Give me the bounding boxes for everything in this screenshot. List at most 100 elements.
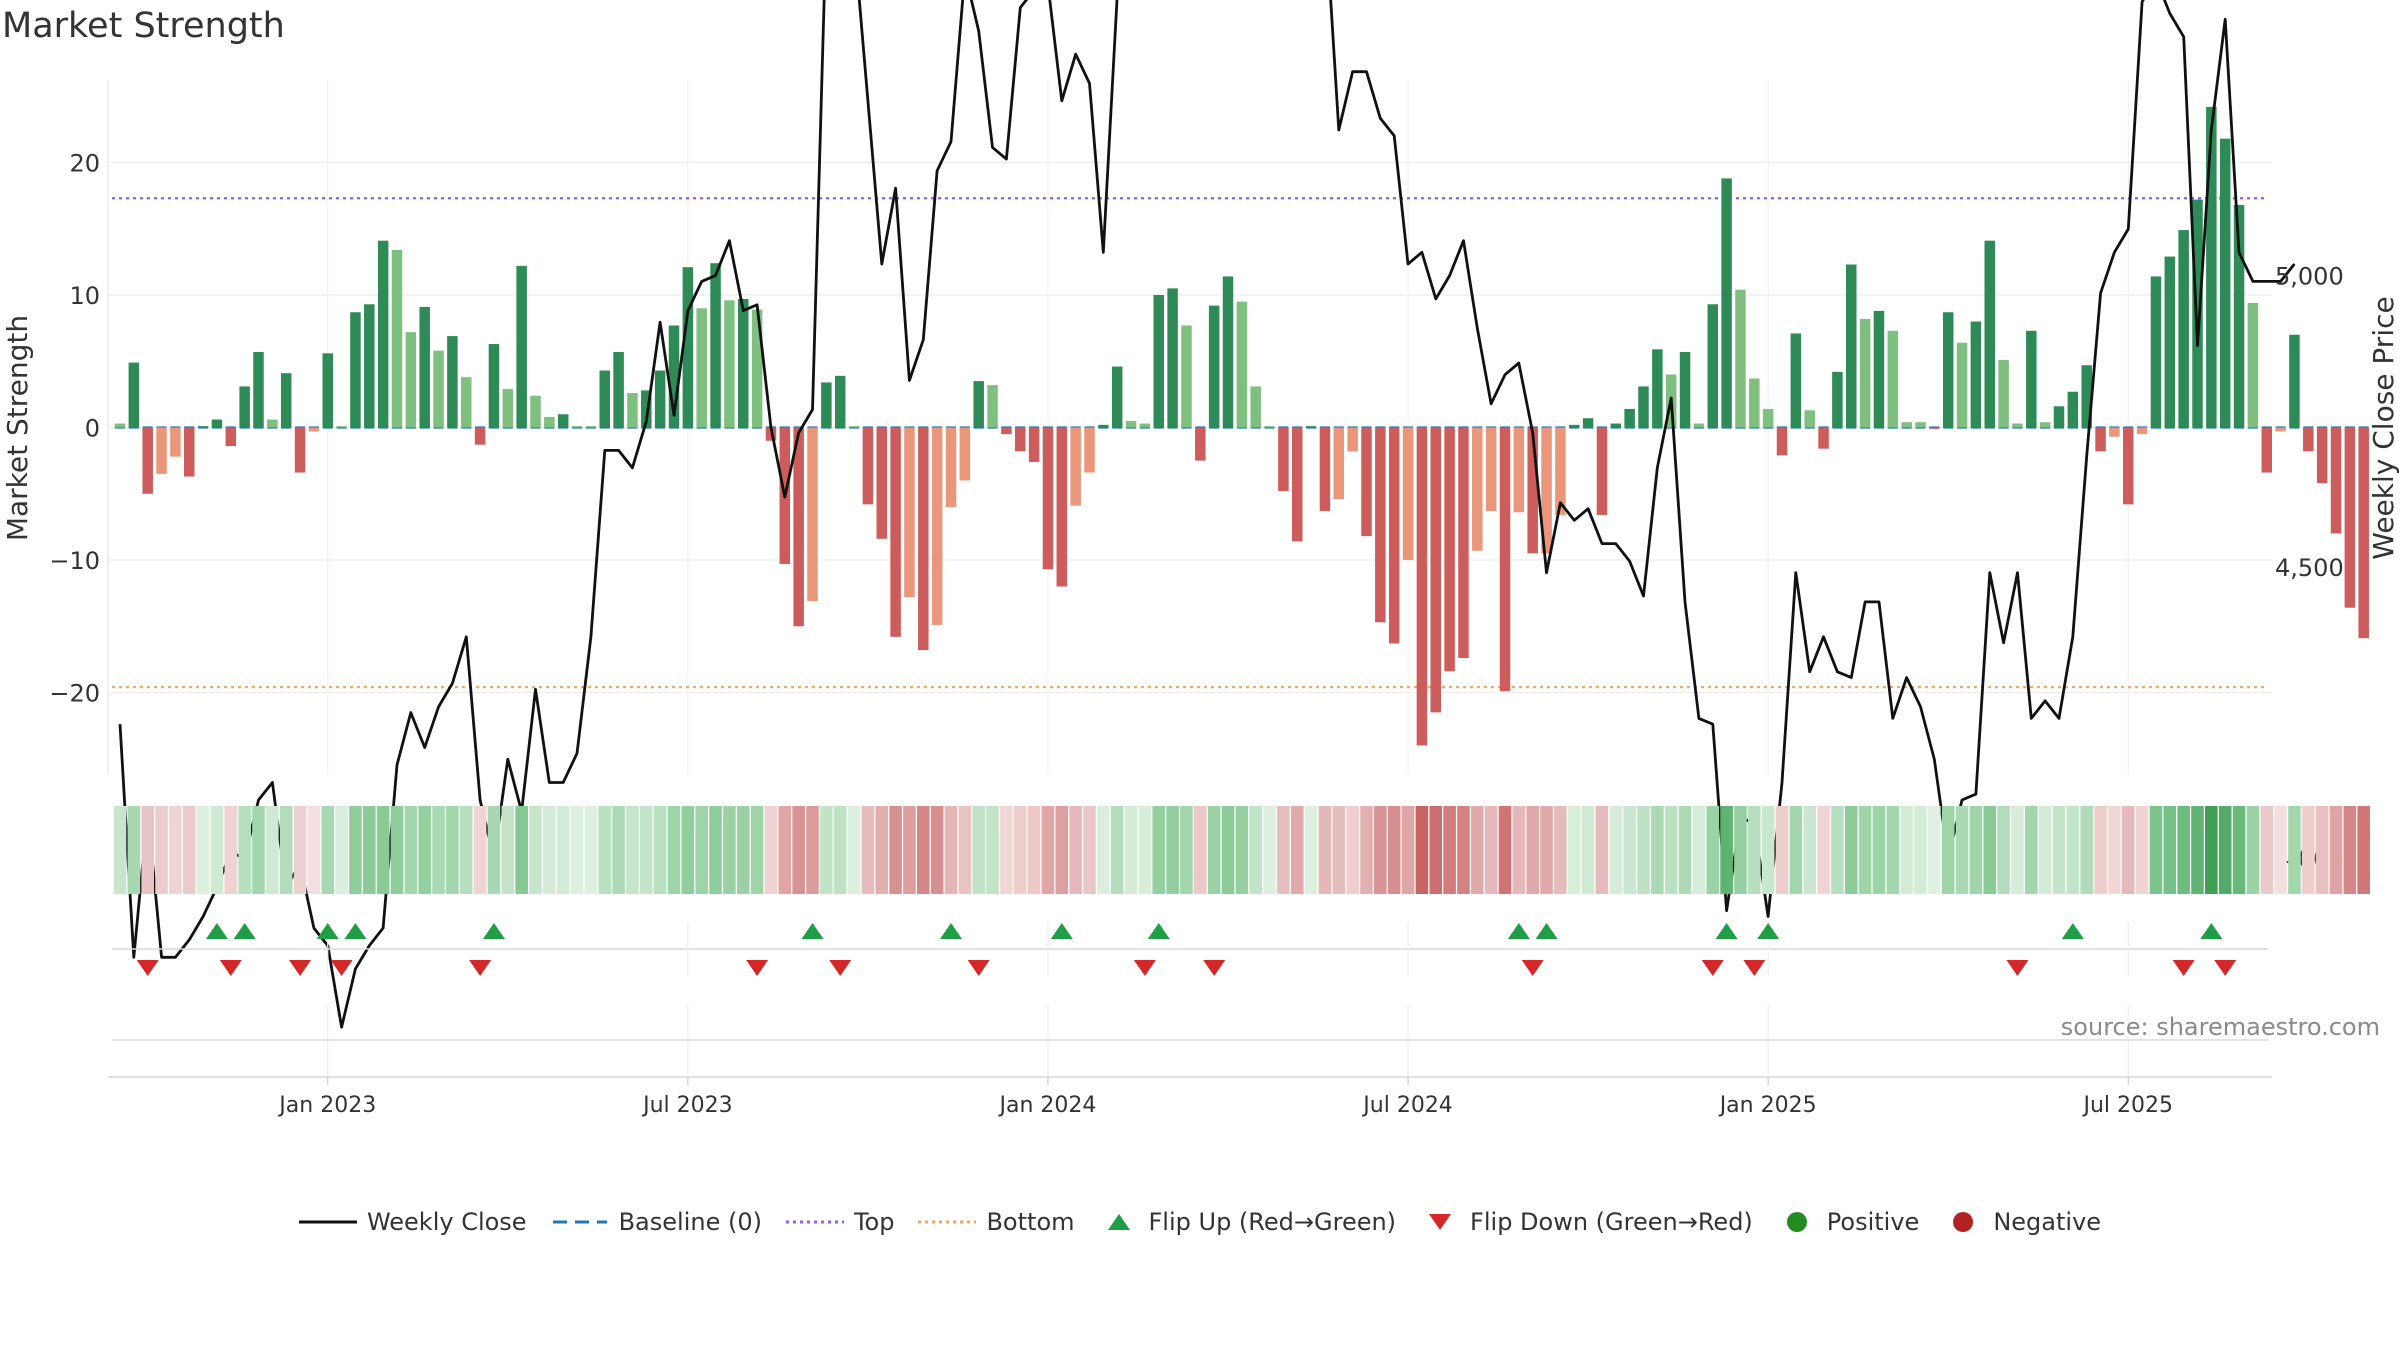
strength-bar xyxy=(1818,427,1829,449)
strength-bar xyxy=(1610,423,1622,428)
strength-bar xyxy=(239,386,250,428)
heat-cell xyxy=(875,806,889,894)
heat-cell xyxy=(1831,806,1844,894)
strength-bar xyxy=(253,351,264,428)
heat-cell xyxy=(1457,806,1470,894)
heat-cell xyxy=(612,806,625,894)
strength-bar xyxy=(710,263,721,428)
strength-bar xyxy=(433,350,444,428)
strength-bar xyxy=(1901,422,1912,428)
heat-cell xyxy=(1941,806,1955,894)
heat-cell xyxy=(1651,806,1664,894)
heat-cell xyxy=(736,806,750,894)
strength-bar xyxy=(1305,426,1317,428)
heat-cell xyxy=(1914,806,1927,894)
heat-cell xyxy=(501,806,515,894)
strength-bar xyxy=(377,240,389,428)
strength-bar xyxy=(724,300,735,428)
heat-cell xyxy=(1789,806,1803,894)
heat-cell xyxy=(487,806,501,894)
heat-cell xyxy=(889,806,902,894)
flip-up-marker xyxy=(482,923,505,939)
heat-cell xyxy=(1581,806,1595,894)
heat-cell xyxy=(155,806,168,894)
heat-cell xyxy=(252,806,265,894)
strength-bars xyxy=(114,106,2369,746)
heat-cell xyxy=(1055,806,1069,894)
y-left-tick-label: 20 xyxy=(69,150,100,178)
flip-markers xyxy=(112,922,2268,976)
heat-cell xyxy=(363,806,376,894)
heat-cell xyxy=(1124,806,1138,894)
heat-cell xyxy=(750,806,764,894)
heat-cell xyxy=(2246,806,2260,894)
heat-cell xyxy=(2205,806,2218,894)
strength-bar xyxy=(1222,276,1234,428)
heat-cell xyxy=(833,806,847,894)
strength-bar xyxy=(793,427,804,627)
heat-cell xyxy=(1249,806,1262,894)
heat-cell xyxy=(1983,806,1997,894)
heat-cell xyxy=(903,806,916,894)
heat-cell xyxy=(2066,806,2080,894)
strength-bar xyxy=(1402,427,1414,560)
heat-cell xyxy=(598,806,612,894)
flip-down-marker xyxy=(219,960,242,976)
heat-cell xyxy=(141,806,154,894)
strength-bar xyxy=(447,336,458,428)
strength-bar xyxy=(918,427,929,651)
strength-bar xyxy=(1749,378,1760,428)
strength-bar xyxy=(1887,330,1899,428)
strength-bar xyxy=(1375,427,1386,623)
heat-cell xyxy=(1429,806,1443,894)
flip-down-marker xyxy=(1743,960,1766,976)
strength-bar xyxy=(1582,418,1594,428)
legend-symbol-baseline xyxy=(552,1220,607,1224)
heat-cell xyxy=(307,806,321,894)
heat-cell xyxy=(238,806,251,894)
heat-cell xyxy=(847,806,861,894)
strength-bar xyxy=(2123,427,2134,505)
strength-bar xyxy=(696,308,707,428)
heat-cell xyxy=(1526,806,1539,894)
heat-cell xyxy=(1083,806,1096,894)
strength-bar xyxy=(1693,423,1705,428)
strength-bar xyxy=(1485,427,1497,511)
flip-up-marker xyxy=(940,923,962,939)
heat-cell xyxy=(2260,806,2274,894)
strength-bar xyxy=(364,304,375,428)
strength-bar xyxy=(641,390,652,428)
heat-cell xyxy=(1623,806,1636,894)
heat-cell xyxy=(1443,806,1456,894)
strength-bar xyxy=(585,426,597,428)
heat-strip xyxy=(113,806,2370,894)
strength-bar xyxy=(1430,427,1441,713)
strength-bar xyxy=(474,427,486,445)
strength-bar xyxy=(1915,422,1926,428)
strength-bar xyxy=(308,427,320,432)
strength-bar xyxy=(1472,427,1483,551)
strength-bar xyxy=(668,325,680,428)
heat-cell xyxy=(792,806,805,894)
strength-bar xyxy=(156,427,167,474)
strength-bar xyxy=(128,362,140,428)
strength-bar xyxy=(114,423,126,428)
strength-bar xyxy=(627,393,638,428)
heat-cell xyxy=(418,806,431,894)
x-tick-label: Jan 2024 xyxy=(997,1093,1096,1118)
heat-cell xyxy=(224,806,238,894)
flip-up-marker xyxy=(205,923,228,939)
strength-bar xyxy=(1555,427,1566,515)
strength-bar xyxy=(1181,325,1192,428)
y-left-tick-label: −10 xyxy=(49,547,100,575)
heat-cell xyxy=(1069,806,1082,894)
heat-cell xyxy=(723,806,736,894)
x-tick-label: Jan 2025 xyxy=(1718,1093,1817,1118)
strength-bar xyxy=(599,370,610,428)
strength-bar xyxy=(613,351,624,428)
legend-symbol-flip-down xyxy=(1429,1214,1452,1230)
heat-cell xyxy=(1041,806,1055,894)
y-right-tick-label: 5,000 xyxy=(2275,263,2344,291)
legend-label: Baseline (0) xyxy=(618,1208,762,1236)
heat-cell xyxy=(293,806,307,894)
